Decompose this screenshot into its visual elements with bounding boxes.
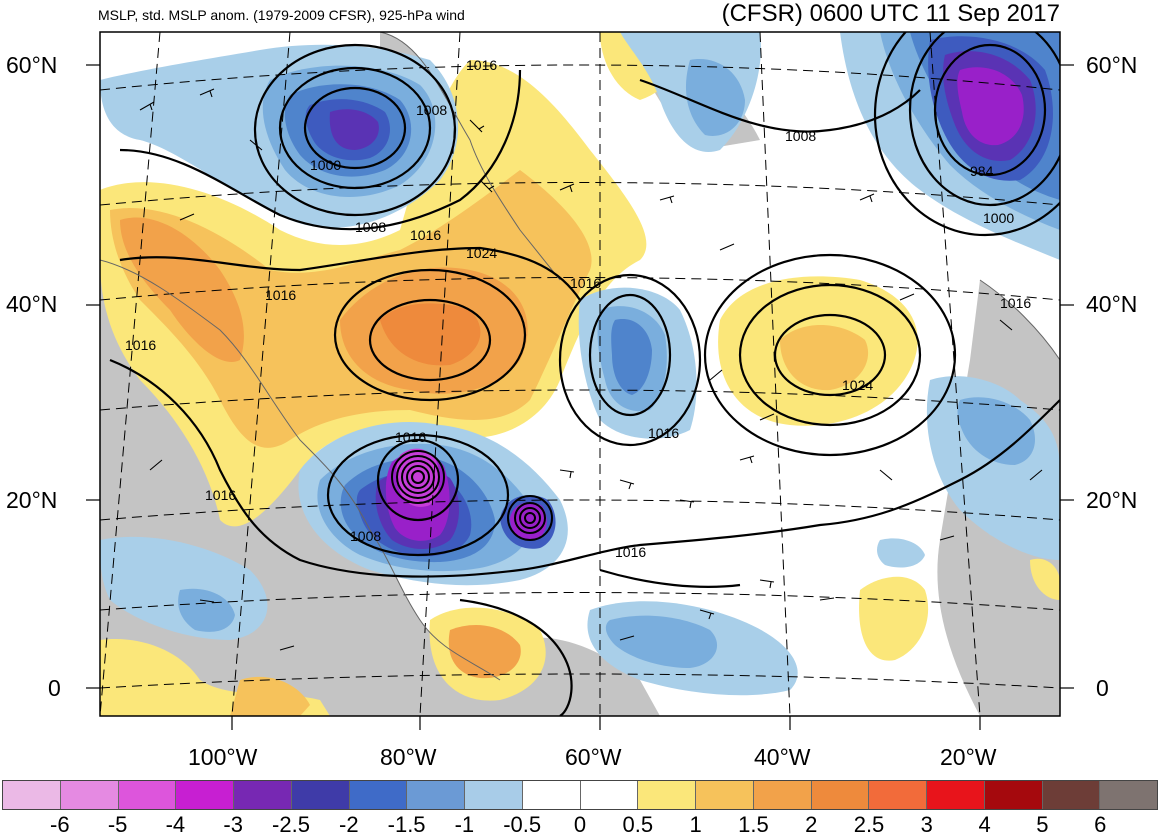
lat-label-left: 20°N <box>6 487 58 513</box>
colorbar-swatch <box>927 781 985 809</box>
colorbar-swatch <box>349 781 408 809</box>
contour-label: 1008 <box>416 102 447 118</box>
colorbar-label: -3 <box>223 812 243 837</box>
contour-label: 1016 <box>395 429 426 445</box>
colorbar-label: -1.5 <box>387 812 426 837</box>
lon-label: 60°W <box>565 744 622 770</box>
colorbar-swatch <box>984 781 1043 809</box>
map-frame <box>99 31 1061 717</box>
colorbar-swatch <box>3 781 61 809</box>
map-subtitle: MSLP, std. MSLP anom. (1979-2009 CFSR), … <box>98 7 465 23</box>
isobars <box>109 32 1060 716</box>
colorbar-label: -2 <box>339 812 359 837</box>
contour-label: 1016 <box>1000 295 1031 311</box>
colorbar-swatch <box>869 781 927 809</box>
contour-labels: 1016 1008 1000 1008 1016 1024 1016 1016 … <box>125 57 1031 560</box>
colorbar-swatch <box>1042 781 1101 809</box>
contour-label: 1016 <box>205 487 236 503</box>
colorbar-swatch <box>696 781 754 809</box>
colorbar-label: -0.5 <box>503 812 542 837</box>
contour-label: 1016 <box>648 425 679 441</box>
colorbar <box>2 780 1158 810</box>
contour-label: 1008 <box>350 528 381 544</box>
lon-label: 20°W <box>940 744 997 770</box>
contour-label: 1016 <box>615 544 646 560</box>
contour-label: 1008 <box>355 219 386 235</box>
colorbar-label: 0 <box>573 812 587 837</box>
colorbar-label: 5 <box>1036 812 1049 837</box>
colorbar-label: 2 <box>805 812 818 837</box>
contour-label: 1000 <box>310 157 341 173</box>
lat-label-right: 20°N <box>1086 487 1138 513</box>
colorbar-swatch <box>753 781 812 809</box>
hurricane-jose <box>507 495 553 541</box>
colorbar-swatch <box>1100 781 1157 809</box>
colorbar-label: -6 <box>50 812 70 837</box>
colorbar-label: -1 <box>454 812 475 837</box>
colorbar-label: 4 <box>978 812 991 837</box>
colorbar-swatch <box>638 781 696 809</box>
colorbar-label: -5 <box>107 812 128 837</box>
coastlines <box>100 32 1060 681</box>
colorbar-label: 6 <box>1094 812 1107 837</box>
lat-label-right: 0 <box>1096 675 1109 701</box>
map-title: (CFSR) 0600 UTC 11 Sep 2017 <box>721 0 1060 27</box>
contour-label: 1024 <box>466 245 497 261</box>
lat-label-left: 40°N <box>6 291 58 317</box>
colorbar-label: -2.5 <box>272 812 310 837</box>
lon-label: 80°W <box>380 744 437 770</box>
lat-label-left: 0 <box>48 675 61 701</box>
colorbar-swatch <box>465 781 523 809</box>
colorbar-swatch <box>234 781 292 809</box>
contour-label: 1016 <box>410 227 441 243</box>
colorbar-label: 1.5 <box>738 812 769 837</box>
contour-label: 1024 <box>842 377 873 393</box>
graticule <box>100 32 1060 716</box>
contour-label: 1016 <box>570 275 601 291</box>
wind-barbs <box>139 88 1043 651</box>
colorbar-label: 3 <box>920 812 933 837</box>
colorbar-swatch <box>60 781 119 809</box>
lat-label-left: 60°N <box>6 52 58 78</box>
positive-anomaly-areas <box>100 32 1060 716</box>
weather-map: 1016 1008 1000 1008 1016 1024 1016 1016 … <box>86 31 1074 730</box>
axis-ticks <box>86 64 1074 730</box>
colorbar-label: 1 <box>689 812 702 837</box>
contour-label: 1016 <box>466 57 497 73</box>
lat-label-right: 60°N <box>1086 52 1138 78</box>
lat-label-right: 40°N <box>1086 291 1138 317</box>
lon-label: 40°W <box>754 744 811 770</box>
contour-label: 1016 <box>265 287 296 303</box>
hurricane-irma <box>391 450 445 504</box>
colorbar-swatch <box>118 781 177 809</box>
colorbar-swatch <box>580 781 639 809</box>
contour-label: 1016 <box>125 337 156 353</box>
colorbar-label: 0.5 <box>622 812 654 837</box>
contour-label: 1000 <box>983 210 1014 226</box>
contour-label: 1008 <box>785 128 816 144</box>
colorbar-swatch <box>407 781 465 809</box>
colorbar-label: -4 <box>165 812 186 837</box>
lon-label: 100°W <box>188 744 258 770</box>
colorbar-swatch <box>176 781 234 809</box>
colorbar-swatch <box>522 781 581 809</box>
contour-label: 984 <box>970 163 994 179</box>
colorbar-swatch <box>811 781 870 809</box>
colorbar-swatch <box>291 781 350 809</box>
colorbar-label: 2.5 <box>853 812 885 837</box>
